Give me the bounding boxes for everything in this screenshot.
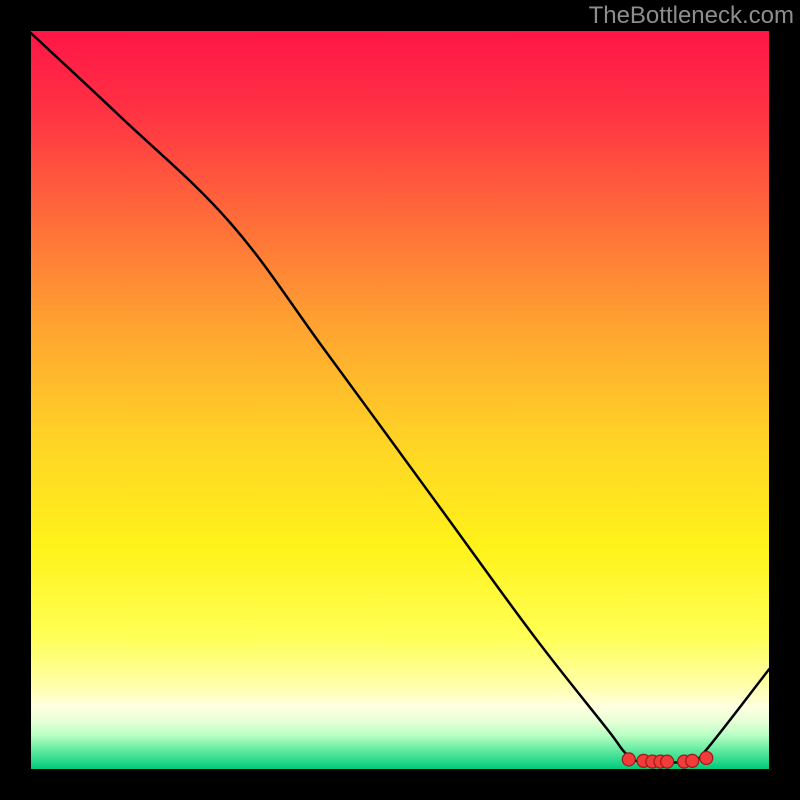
- watermark-text: TheBottleneck.com: [589, 2, 794, 30]
- gradient-bg: [31, 31, 769, 769]
- plot-area: [31, 31, 769, 769]
- chart-canvas: TheBottleneck.com: [0, 0, 800, 800]
